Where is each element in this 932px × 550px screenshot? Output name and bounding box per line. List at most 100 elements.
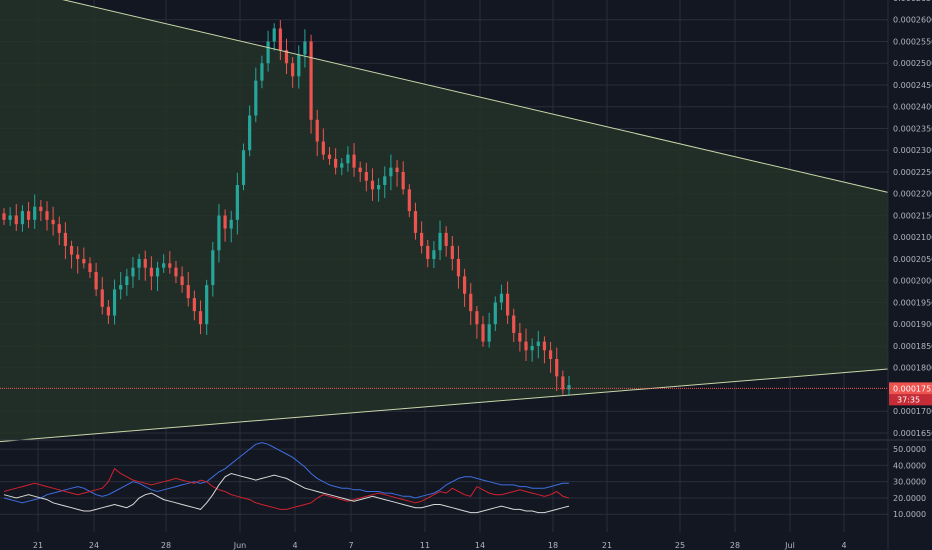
candle-body xyxy=(137,258,141,268)
candle-body xyxy=(266,41,270,64)
candle xyxy=(106,300,111,324)
upper-trendline[interactable] xyxy=(0,0,889,193)
candle-body xyxy=(555,359,559,377)
candle-body xyxy=(205,285,209,325)
candle xyxy=(291,57,295,88)
candle-body xyxy=(217,215,221,251)
candle-body xyxy=(272,28,276,42)
price-tick-label: 0.00024500 xyxy=(893,81,932,90)
candle-body xyxy=(291,63,295,77)
time-tick-label: 14 xyxy=(475,541,485,550)
time-tick-label: 24 xyxy=(89,541,99,550)
candle-body xyxy=(168,263,172,268)
candle-body xyxy=(536,341,540,346)
dmi-plus-line xyxy=(3,442,569,504)
current-price-label: 0.00017525 xyxy=(893,384,932,393)
candle-body xyxy=(94,272,98,290)
candle xyxy=(235,172,239,235)
price-tick-label: 0.00022000 xyxy=(893,190,932,199)
candle-body xyxy=(63,232,68,246)
candle xyxy=(260,55,264,89)
candle-body xyxy=(346,154,350,164)
candle xyxy=(33,194,37,229)
candle-body xyxy=(462,276,467,294)
indicator-axis[interactable]: 50.0000 40.0000 30.0000 20.0000 10.0000 xyxy=(893,445,926,519)
candle xyxy=(334,148,338,175)
candle-body xyxy=(334,158,338,168)
candle xyxy=(119,272,123,300)
candle-body xyxy=(192,298,196,312)
time-tick-label: 21 xyxy=(602,541,612,550)
candle-body xyxy=(438,232,442,251)
candle-body xyxy=(155,267,160,277)
candle-body xyxy=(26,211,31,220)
candle-body xyxy=(106,306,111,316)
candle xyxy=(192,290,196,321)
candle-body xyxy=(223,215,227,229)
candles-layer[interactable] xyxy=(2,20,571,396)
countdown-badge xyxy=(889,394,932,406)
candle-body xyxy=(358,167,362,172)
time-axis[interactable]: 21 24 28 Jun 4 7 11 14 18 21 25 28 Jul 4 xyxy=(33,541,847,550)
candle xyxy=(112,279,117,325)
candle xyxy=(499,284,504,311)
price-tick-label: 0.00026000 xyxy=(893,16,932,25)
candle-body xyxy=(383,176,387,186)
candle-body xyxy=(469,293,473,312)
price-tick-label: 0.00019500 xyxy=(893,298,932,307)
candle xyxy=(426,239,430,268)
candle-body xyxy=(340,163,344,168)
candle xyxy=(438,220,442,261)
candle-body xyxy=(456,258,461,277)
candle xyxy=(26,201,31,229)
candle-body xyxy=(174,267,178,277)
candle-countdown-label: 37:35 xyxy=(897,395,920,404)
candle-body xyxy=(149,267,153,277)
candle-body xyxy=(45,211,49,220)
candle xyxy=(155,261,160,291)
candle xyxy=(420,221,424,254)
time-tick-label: 25 xyxy=(675,541,685,550)
indicator-tick-label: 20.0000 xyxy=(893,494,926,503)
candle xyxy=(278,20,282,61)
price-tick-label: 0.00021000 xyxy=(893,233,932,242)
candle-body xyxy=(499,293,504,303)
candle xyxy=(548,341,553,373)
candle-body xyxy=(248,115,252,151)
candle-body xyxy=(567,385,571,390)
candle-body xyxy=(254,80,258,116)
candle-body xyxy=(260,63,264,81)
dmi-indicator-pane[interactable] xyxy=(3,442,570,514)
candle-body xyxy=(364,171,368,181)
candle xyxy=(51,206,55,236)
price-tick-label: 0.00022500 xyxy=(893,168,932,177)
candle xyxy=(14,203,18,231)
time-tick-label: 28 xyxy=(730,541,740,550)
candle xyxy=(413,202,418,240)
candle xyxy=(223,209,227,242)
lower-trendline[interactable] xyxy=(0,368,889,443)
price-tick-label: 0.00019000 xyxy=(893,320,932,329)
candle xyxy=(340,158,344,176)
candle xyxy=(407,184,411,218)
candle-body xyxy=(241,150,246,186)
candle xyxy=(389,154,393,191)
indicator-tick-label: 10.0000 xyxy=(893,510,926,519)
candle-body xyxy=(303,41,307,55)
candle xyxy=(518,322,522,352)
candle-body xyxy=(309,41,313,120)
candle xyxy=(358,161,362,182)
candle xyxy=(248,105,252,157)
candle-body xyxy=(211,250,215,286)
candle-body xyxy=(493,302,497,325)
candle xyxy=(321,128,325,160)
price-tick-label: 0.00018000 xyxy=(893,364,932,373)
candle xyxy=(475,305,479,339)
candle xyxy=(370,168,375,201)
candle-body xyxy=(315,119,319,142)
candle-body xyxy=(512,315,516,333)
candle-body xyxy=(143,258,147,268)
time-tick-label: Jun xyxy=(233,541,247,550)
time-tick-label: 4 xyxy=(841,541,846,550)
price-axis[interactable]: 0.00026500 0.00026000 0.00025500 0.00025000… xyxy=(893,0,932,438)
